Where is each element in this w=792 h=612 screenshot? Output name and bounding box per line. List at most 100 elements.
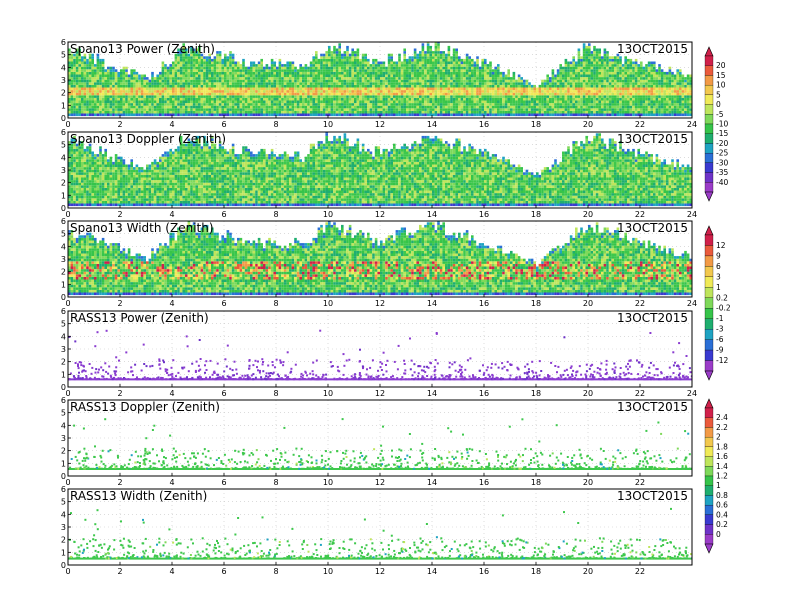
data-cell [107,108,110,111]
data-cell [291,61,295,65]
data-cell [450,108,453,111]
data-cell [577,108,581,111]
data-cell [359,61,362,65]
data-cell [182,61,185,65]
data-cell [356,77,360,80]
data-cell [426,48,430,52]
data-cell [419,82,422,85]
data-cell [653,71,656,75]
data-cell [192,77,196,80]
data-cell [614,82,617,85]
data-cell [260,100,263,104]
data-cell [218,100,222,104]
data-cell [192,51,196,54]
data-cell [593,74,596,78]
data-cell [107,66,110,70]
data-cell [411,97,414,101]
data-cell [476,84,479,88]
data-cell [572,92,575,96]
data-cell [624,90,627,93]
data-cell [299,84,302,88]
data-cell [307,95,310,98]
data-cell [325,95,328,98]
data-cell [153,110,157,114]
data-cell [476,92,479,96]
data-cell [270,90,274,93]
data-cell [247,87,250,91]
data-cell [120,71,123,75]
data-cell [99,77,102,80]
data-cell [335,82,339,85]
data-cell [224,100,227,104]
data-cell [86,74,89,78]
data-cell [616,84,620,88]
data-cell [442,108,445,111]
data-cell [244,71,248,75]
data-cell [96,56,100,59]
data-cell [601,90,604,93]
data-cell [148,97,152,101]
data-cell [140,84,144,88]
data-cell [439,51,443,54]
data-cell [114,74,118,78]
data-cell [325,108,328,111]
data-cell [606,82,609,85]
data-cell [317,79,321,83]
data-cell [400,77,404,80]
data-cell [229,51,232,54]
data-cell [304,74,308,78]
data-cell [237,61,240,65]
data-cell [546,74,549,78]
data-cell [546,82,549,85]
data-cell [187,77,191,80]
data-cell [182,43,185,46]
data-cell [73,61,76,65]
data-cell [603,103,607,106]
data-cell [122,95,126,98]
data-cell [252,105,256,109]
data-cell [452,84,456,88]
data-cell [330,58,334,62]
data-cell [244,82,248,85]
data-cell [328,45,331,49]
data-cell [598,53,601,57]
data-cell [278,58,282,62]
data-cell [551,100,555,104]
data-cell [81,92,84,96]
data-cell [328,100,331,104]
data-cell [429,71,432,75]
data-cell [73,79,76,83]
data-cell [135,77,139,80]
data-cell [517,103,521,106]
data-cell [356,48,360,52]
data-cell [541,82,544,85]
data-cell [437,69,440,72]
data-cell [263,66,266,70]
data-cell [369,87,373,91]
data-cell [104,79,107,83]
data-cell [598,74,601,78]
data-cell [367,84,370,88]
data-cell [429,82,432,85]
data-cell [372,97,375,101]
data-cell [221,69,224,72]
data-cell [588,113,591,117]
data-cell [642,100,646,104]
data-cell [486,64,490,67]
data-cell [390,90,393,93]
data-cell [338,51,341,54]
data-cell [512,100,516,104]
data-cell [450,69,453,72]
data-cell [421,53,425,57]
data-cell [455,66,458,70]
data-cell [185,100,188,104]
data-cell [315,108,318,111]
data-cell [437,103,440,106]
data-cell [666,108,669,111]
data-cell [458,103,461,106]
data-cell [546,113,549,117]
data-cell [346,71,349,75]
data-cell [294,100,297,104]
data-cell [595,48,599,52]
data-cell [637,92,640,96]
